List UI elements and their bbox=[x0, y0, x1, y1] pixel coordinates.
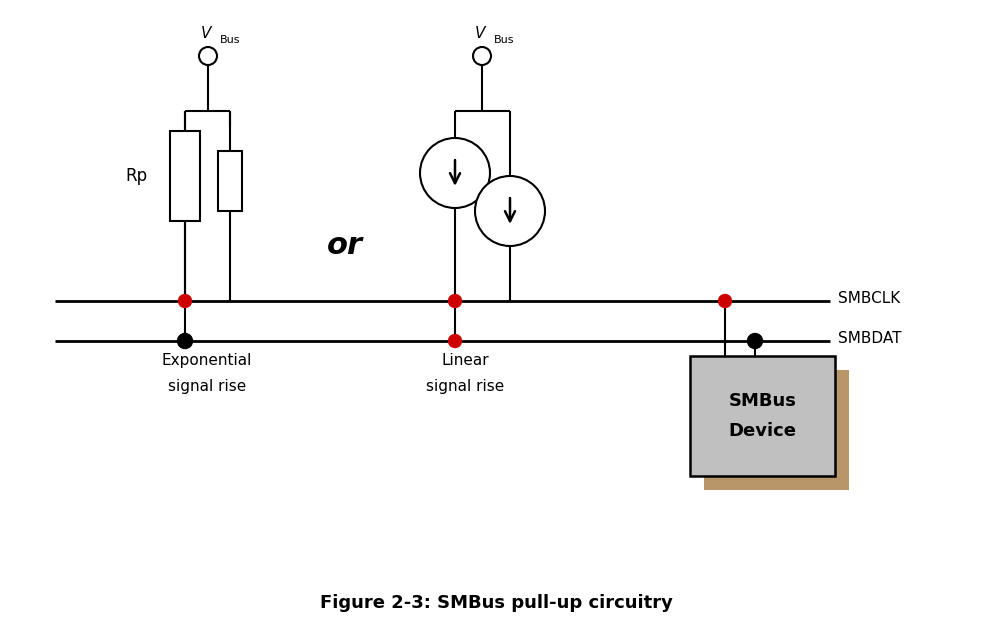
Text: Bus: Bus bbox=[494, 35, 514, 45]
Circle shape bbox=[475, 176, 545, 246]
Circle shape bbox=[748, 334, 763, 348]
Text: Linear: Linear bbox=[441, 353, 489, 368]
Text: signal rise: signal rise bbox=[168, 379, 246, 394]
Text: Exponential: Exponential bbox=[162, 353, 252, 368]
Circle shape bbox=[179, 295, 192, 307]
Bar bbox=[690, 356, 835, 476]
Text: or: or bbox=[327, 232, 363, 261]
Text: signal rise: signal rise bbox=[426, 379, 504, 394]
Circle shape bbox=[449, 334, 462, 348]
Text: SMBDAT: SMBDAT bbox=[838, 331, 902, 346]
Text: V: V bbox=[475, 26, 486, 41]
Circle shape bbox=[420, 138, 490, 208]
Text: Bus: Bus bbox=[220, 35, 240, 45]
Text: Rp: Rp bbox=[125, 167, 147, 185]
Text: V: V bbox=[201, 26, 212, 41]
Circle shape bbox=[449, 295, 462, 307]
Bar bbox=[704, 370, 849, 490]
Text: SMBCLK: SMBCLK bbox=[838, 292, 901, 307]
Circle shape bbox=[178, 334, 193, 348]
Bar bbox=[218, 151, 242, 211]
Text: Figure 2-3: SMBus pull-up circuitry: Figure 2-3: SMBus pull-up circuitry bbox=[320, 594, 672, 612]
Circle shape bbox=[719, 295, 732, 307]
Text: Device: Device bbox=[729, 422, 796, 440]
Text: SMBus: SMBus bbox=[729, 392, 796, 410]
Bar bbox=[170, 131, 200, 221]
